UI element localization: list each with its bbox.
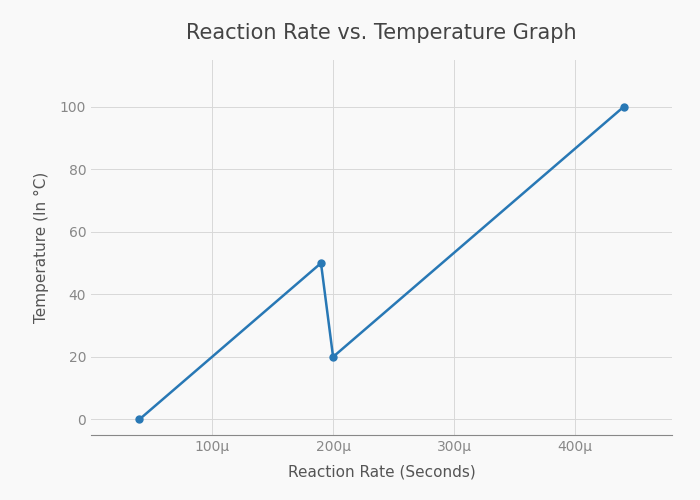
Y-axis label: Temperature (In °C): Temperature (In °C) <box>34 172 49 323</box>
X-axis label: Reaction Rate (Seconds): Reaction Rate (Seconds) <box>288 465 475 480</box>
Title: Reaction Rate vs. Temperature Graph: Reaction Rate vs. Temperature Graph <box>186 23 577 43</box>
